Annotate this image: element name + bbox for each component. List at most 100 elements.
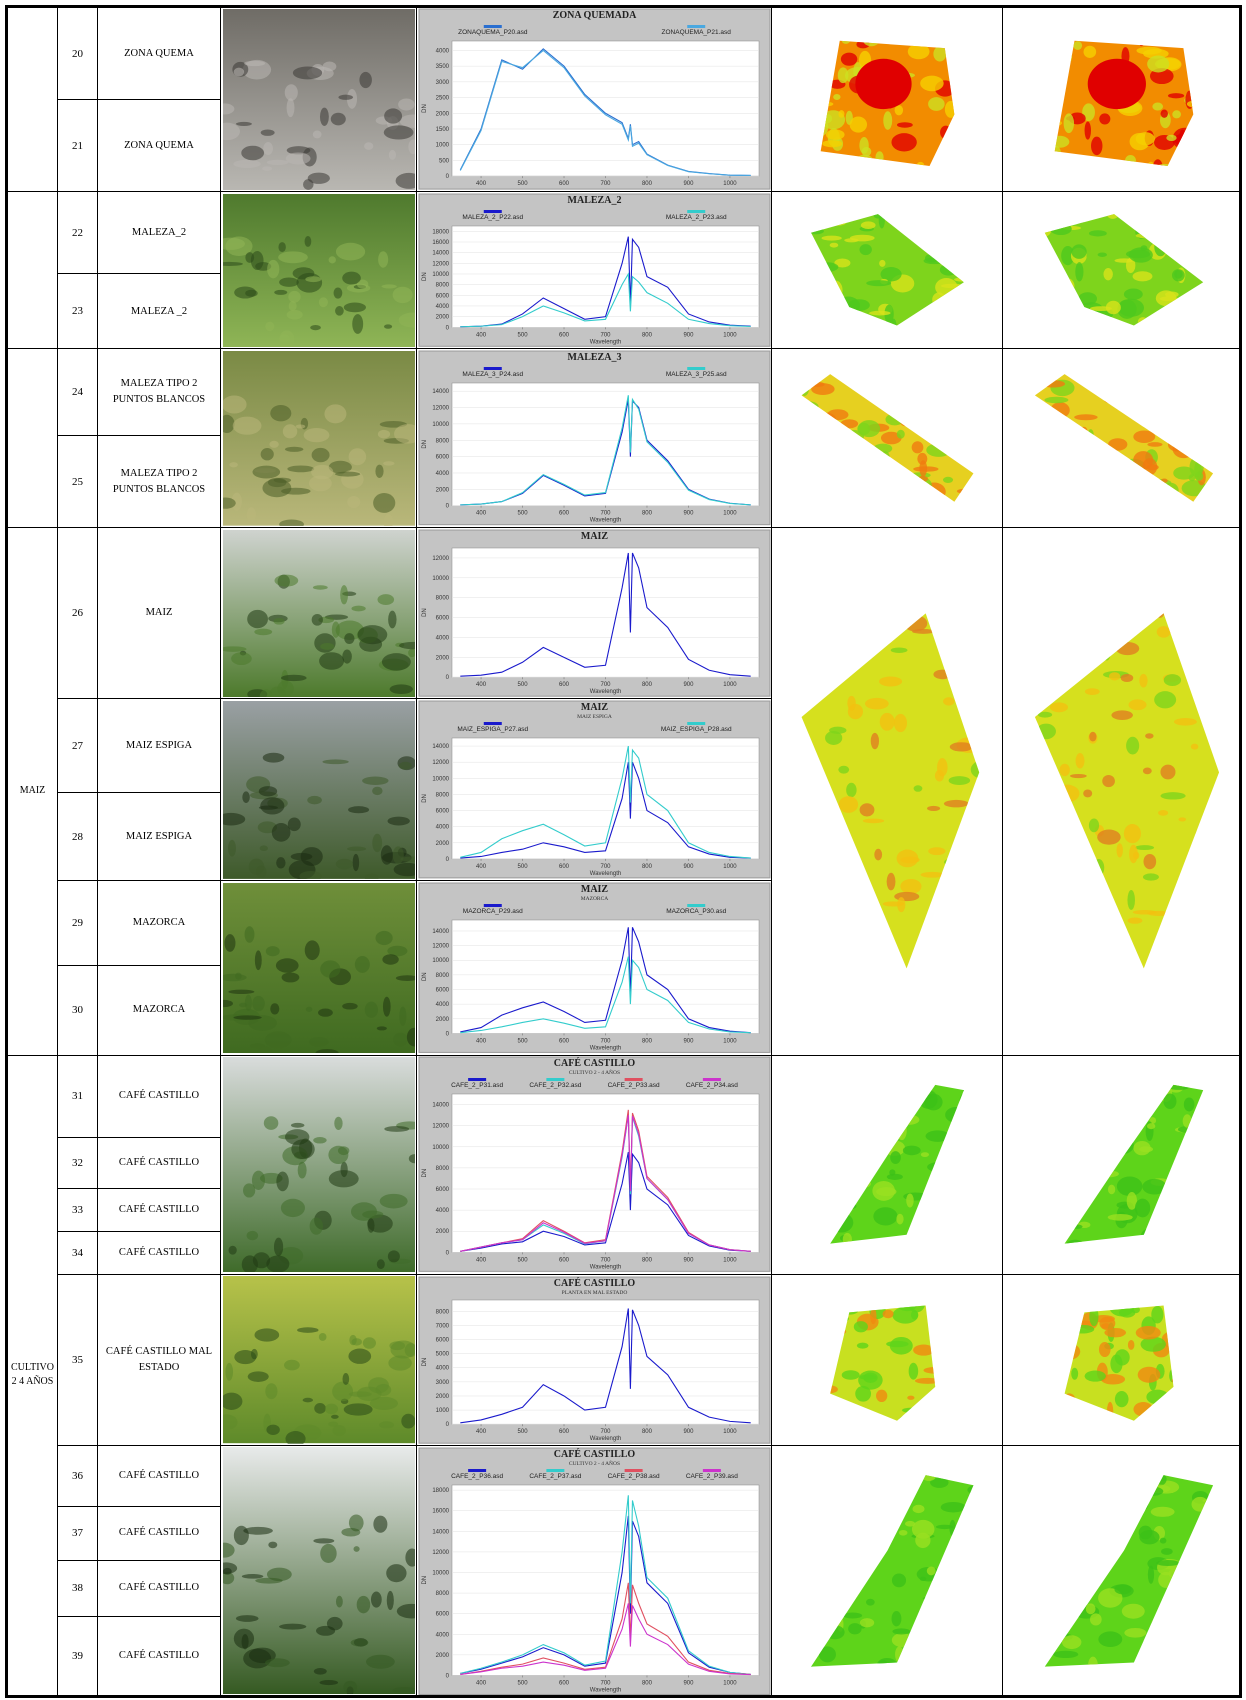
map-patch [831,508,856,514]
photo-texture [408,1154,415,1164]
map-patch [1028,331,1034,337]
photo-texture [241,1255,258,1273]
y-tick-label: 0 [445,1251,449,1257]
y-tick-label: 12000 [432,556,449,562]
y-tick-label: 8000 [435,973,449,979]
y-tick-label: 8000 [435,1591,449,1597]
map-patch [966,1667,972,1673]
map-patch [1207,486,1214,503]
photo-texture [222,122,240,141]
map-patch [1017,1492,1032,1500]
map-patch [927,96,945,111]
photo-texture [304,235,311,247]
x-tick-label: 900 [683,1680,694,1686]
photo-texture [222,812,245,826]
map-patch [976,1252,987,1258]
photo-texture [251,995,265,1011]
map-patch [1186,1592,1194,1604]
map-patch [812,314,821,326]
map-patch [1074,1484,1093,1496]
map-patch [801,374,805,389]
chart-cell: CAFÉ CASTILLO CULTIVO 2 - 4 AÑOS CAFE_2_P3… [416,1054,772,1275]
map-patch [1017,22,1036,30]
map-patch [944,131,954,146]
map-patch [1125,154,1137,166]
map-patch [975,1321,987,1337]
map-patch [1153,413,1176,419]
map-patch [1080,320,1090,326]
map-patch [1055,829,1072,839]
map-patch [844,439,862,452]
map-patch [829,1093,835,1104]
map-patch [842,1612,862,1619]
photo-texture [222,497,236,509]
map-patch [959,292,964,305]
map-patch [938,245,955,259]
map-patch [1220,1412,1225,1429]
map-patch [845,362,860,370]
map-patch [898,374,921,383]
map-patch [946,1362,971,1378]
row-label: ZONA QUEMA [124,139,194,151]
spectrum-line [459,746,751,859]
photo-texture [222,999,233,1007]
photo-texture [269,1002,279,1015]
photo-texture [233,1525,249,1546]
y-axis-label: DN [422,105,428,114]
map-patch [919,406,926,413]
map-patch [1119,1308,1136,1318]
y-tick-label: 14000 [432,1103,449,1109]
map-patch [854,1386,871,1402]
map-patch [1213,864,1220,873]
group-cell: MAIZ [6,527,58,1056]
map-patch [811,1404,823,1419]
map-patch [1176,246,1194,251]
map-patch [1091,136,1103,156]
map-area [1034,613,1220,969]
photo-texture [303,427,329,443]
map-patch [869,1308,877,1325]
y-tick-label: 6000 [435,1187,449,1193]
map-patch [1203,1095,1216,1113]
photo-texture [377,250,388,268]
x-tick-label: 700 [600,1039,611,1045]
table-row: 21 ZONA QUEMA [7,99,1241,193]
map-patch [892,485,911,498]
map-patch [889,1151,901,1165]
map-patch [1171,21,1192,29]
chart-subtitle: CULTIVO 2 - 4 AÑOS [568,1068,619,1076]
photo-texture [259,797,284,815]
map-patch [882,1309,894,1319]
map-patch [920,1152,929,1158]
photo-texture [273,289,287,295]
map-patch [941,416,957,421]
photo-texture [286,309,303,320]
x-tick-label: 600 [559,1429,570,1435]
map-patch [838,796,858,814]
map [810,214,964,326]
map-patch [820,40,825,49]
photo-texture [404,1548,415,1567]
map-patch [868,311,891,316]
map-patch [956,882,971,901]
map-patch [881,1098,905,1114]
map-patch [941,1154,950,1167]
x-axis-label: Wavelength [589,339,620,345]
map-patch [856,1520,875,1533]
map-patch [882,901,904,907]
photo-texture [327,1145,348,1165]
map-patch [1138,1525,1153,1540]
legend-swatch [624,1468,643,1472]
map-patch [1073,374,1084,380]
map-patch [788,1216,797,1230]
map-patch [1160,765,1176,780]
map-patch [1017,1413,1032,1421]
map-patch [835,635,853,646]
photo-texture [311,613,323,626]
map-patch [839,969,856,980]
y-tick-label: 2000 [435,655,449,661]
map-patch [1170,1352,1174,1365]
map-patch [946,1319,969,1327]
id-cell: 28 [57,792,98,882]
map-patch [849,116,867,133]
